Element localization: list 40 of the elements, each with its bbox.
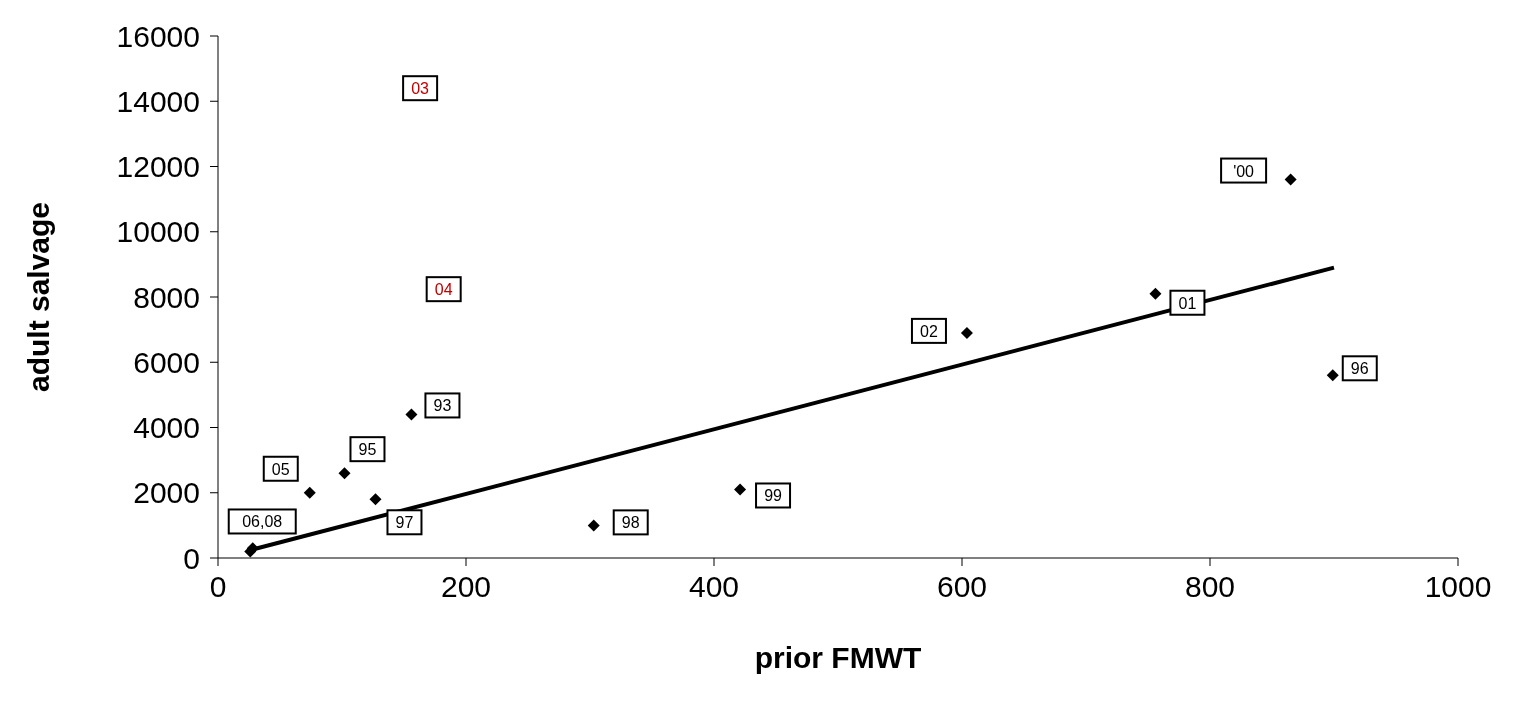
point	[1326, 369, 1339, 382]
point	[369, 493, 382, 506]
annotation: 01	[1178, 294, 1197, 312]
y-axis-title: adult salvage	[21, 201, 55, 393]
point	[303, 486, 316, 499]
x-tick-label: 200	[440, 570, 492, 604]
annotation: 02	[920, 322, 938, 340]
annotation: 03	[411, 80, 430, 98]
annotation: 96	[1350, 360, 1369, 378]
x-tick-label: 0	[209, 570, 227, 604]
x-tick-label: 400	[688, 570, 740, 604]
point	[405, 408, 418, 421]
x-tick-label: 1000	[1424, 570, 1492, 604]
point	[960, 326, 973, 339]
annotation: 99	[764, 487, 783, 505]
point	[1149, 287, 1162, 300]
point	[734, 483, 747, 496]
y-tick-label: 0	[183, 541, 200, 575]
x-tick-label: 600	[936, 570, 988, 604]
annotation: 98	[621, 514, 640, 532]
annotation: 06,08	[242, 513, 283, 531]
y-tick-label: 6000	[133, 345, 200, 379]
point	[338, 467, 351, 480]
annotation: 04	[434, 281, 453, 299]
y-tick-label: 8000	[133, 280, 200, 314]
annotation: 95	[358, 441, 377, 459]
annotation: 93	[433, 397, 452, 415]
point	[587, 519, 600, 532]
annotation: '00	[1233, 162, 1255, 180]
annotation: 05	[271, 460, 290, 478]
y-tick-label: 16000	[116, 19, 200, 53]
x-tick-label: 800	[1184, 570, 1236, 604]
point	[1284, 173, 1297, 186]
y-tick-label: 12000	[116, 150, 200, 184]
y-tick-label: 2000	[133, 476, 200, 510]
x-axis-title: prior FMWT	[754, 641, 922, 674]
y-tick-label: 14000	[116, 84, 200, 118]
annotation: 97	[395, 514, 414, 532]
y-tick-label: 10000	[116, 215, 200, 249]
y-tick-label: 4000	[133, 411, 200, 445]
